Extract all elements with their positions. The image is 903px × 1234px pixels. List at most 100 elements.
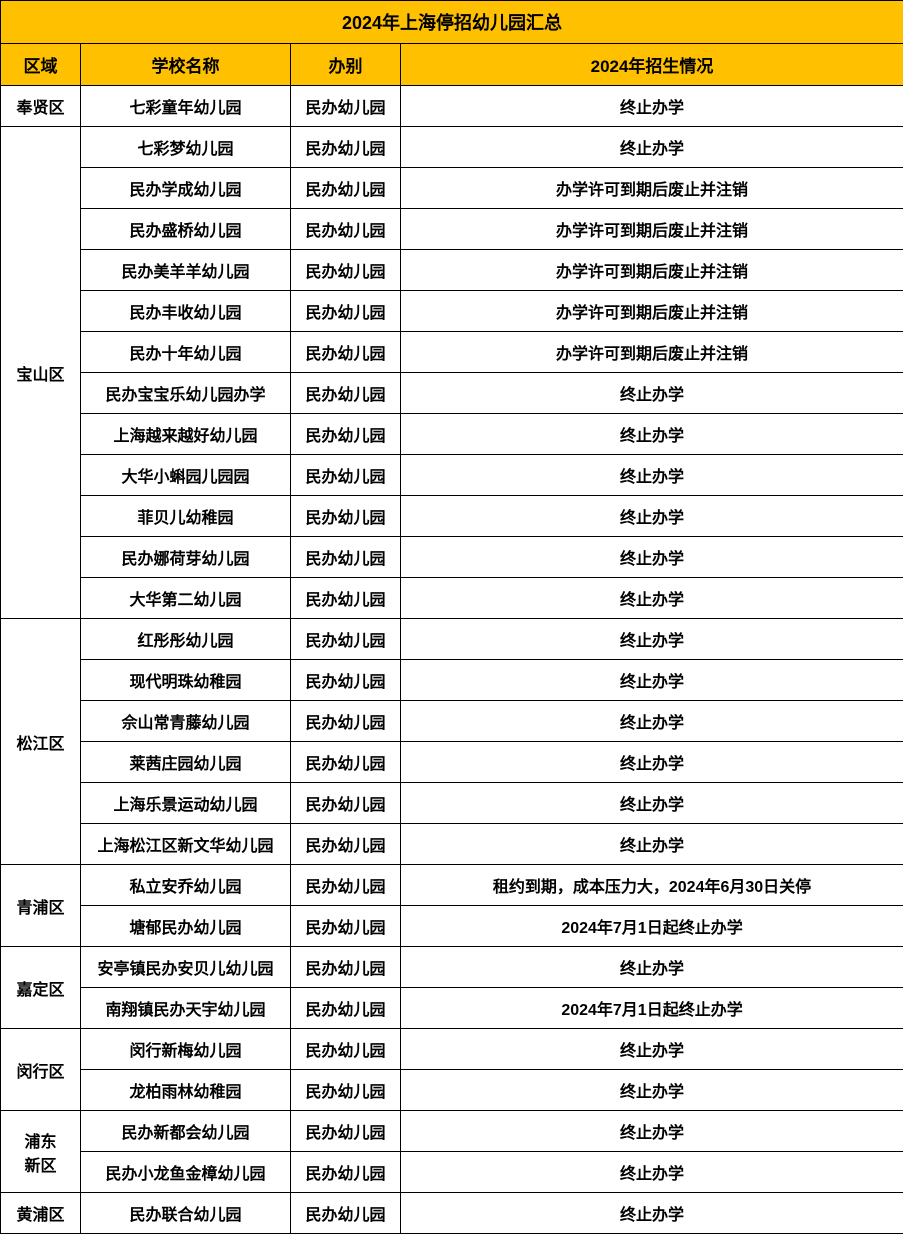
school-name-cell: 南翔镇民办天宇幼儿园	[81, 988, 291, 1029]
table-row: 现代明珠幼稚园民办幼儿园终止办学	[1, 660, 903, 701]
table-row: 民办丰收幼儿园民办幼儿园办学许可到期后废止并注销	[1, 291, 903, 332]
school-name-cell: 塘郁民办幼儿园	[81, 906, 291, 947]
school-name-cell: 七彩梦幼儿园	[81, 127, 291, 168]
table-row: 奉贤区七彩童年幼儿园民办幼儿园终止办学	[1, 86, 903, 127]
region-cell: 黄浦区	[1, 1193, 81, 1234]
region-cell: 宝山区	[1, 127, 81, 619]
school-name-cell: 安亭镇民办安贝儿幼儿园	[81, 947, 291, 988]
school-type-cell: 民办幼儿园	[291, 455, 401, 496]
table-row: 宝山区七彩梦幼儿园民办幼儿园终止办学	[1, 127, 903, 168]
school-type-cell: 民办幼儿园	[291, 742, 401, 783]
school-name-cell: 大华第二幼儿园	[81, 578, 291, 619]
table-row: 民办盛桥幼儿园民办幼儿园办学许可到期后废止并注销	[1, 209, 903, 250]
table-row: 民办美羊羊幼儿园民办幼儿园办学许可到期后废止并注销	[1, 250, 903, 291]
region-cell: 闵行区	[1, 1029, 81, 1111]
school-status-cell: 终止办学	[401, 414, 903, 455]
school-status-cell: 租约到期，成本压力大，2024年6月30日关停	[401, 865, 903, 906]
school-type-cell: 民办幼儿园	[291, 373, 401, 414]
school-status-cell: 终止办学	[401, 701, 903, 742]
region-cell: 青浦区	[1, 865, 81, 947]
school-name-cell: 民办宝宝乐幼儿园办学	[81, 373, 291, 414]
school-status-cell: 终止办学	[401, 742, 903, 783]
table-row: 塘郁民办幼儿园民办幼儿园2024年7月1日起终止办学	[1, 906, 903, 947]
school-status-cell: 办学许可到期后废止并注销	[401, 250, 903, 291]
school-name-cell: 七彩童年幼儿园	[81, 86, 291, 127]
school-status-cell: 办学许可到期后废止并注销	[401, 291, 903, 332]
school-type-cell: 民办幼儿园	[291, 537, 401, 578]
school-name-cell: 上海松江区新文华幼儿园	[81, 824, 291, 865]
school-name-cell: 民办美羊羊幼儿园	[81, 250, 291, 291]
header-region: 区域	[1, 44, 81, 86]
school-status-cell: 终止办学	[401, 578, 903, 619]
school-type-cell: 民办幼儿园	[291, 906, 401, 947]
school-status-cell: 终止办学	[401, 1152, 903, 1193]
school-status-cell: 终止办学	[401, 1029, 903, 1070]
title-row: 2024年上海停招幼儿园汇总	[1, 1, 903, 44]
school-name-cell: 民办学成幼儿园	[81, 168, 291, 209]
school-type-cell: 民办幼儿园	[291, 988, 401, 1029]
table-row: 菲贝儿幼稚园民办幼儿园终止办学	[1, 496, 903, 537]
school-type-cell: 民办幼儿园	[291, 291, 401, 332]
table-row: 上海松江区新文华幼儿园民办幼儿园终止办学	[1, 824, 903, 865]
table-row: 上海越来越好幼儿园民办幼儿园终止办学	[1, 414, 903, 455]
school-status-cell: 终止办学	[401, 373, 903, 414]
table-row: 大华小蝌园儿园园民办幼儿园终止办学	[1, 455, 903, 496]
school-name-cell: 民办十年幼儿园	[81, 332, 291, 373]
school-status-cell: 终止办学	[401, 86, 903, 127]
region-cell: 浦东新区	[1, 1111, 81, 1193]
school-name-cell: 莱茜庄园幼儿园	[81, 742, 291, 783]
table-row: 黄浦区民办联合幼儿园民办幼儿园终止办学	[1, 1193, 903, 1234]
kindergarten-closure-table: 2024年上海停招幼儿园汇总 区域 学校名称 办别 2024年招生情况 奉贤区七…	[0, 0, 903, 1234]
school-status-cell: 终止办学	[401, 660, 903, 701]
school-type-cell: 民办幼儿园	[291, 332, 401, 373]
school-status-cell: 2024年7月1日起终止办学	[401, 906, 903, 947]
school-status-cell: 终止办学	[401, 947, 903, 988]
header-status: 2024年招生情况	[401, 44, 903, 86]
table-row: 民办娜荷芽幼儿园民办幼儿园终止办学	[1, 537, 903, 578]
school-name-cell: 佘山常青藤幼儿园	[81, 701, 291, 742]
school-type-cell: 民办幼儿园	[291, 660, 401, 701]
table-row: 民办十年幼儿园民办幼儿园办学许可到期后废止并注销	[1, 332, 903, 373]
school-name-cell: 民办新都会幼儿园	[81, 1111, 291, 1152]
school-type-cell: 民办幼儿园	[291, 947, 401, 988]
school-name-cell: 民办联合幼儿园	[81, 1193, 291, 1234]
school-name-cell: 菲贝儿幼稚园	[81, 496, 291, 537]
school-status-cell: 终止办学	[401, 619, 903, 660]
school-status-cell: 2024年7月1日起终止办学	[401, 988, 903, 1029]
school-name-cell: 红彤彤幼儿园	[81, 619, 291, 660]
school-status-cell: 终止办学	[401, 1070, 903, 1111]
school-type-cell: 民办幼儿园	[291, 496, 401, 537]
school-type-cell: 民办幼儿园	[291, 824, 401, 865]
school-status-cell: 终止办学	[401, 537, 903, 578]
school-type-cell: 民办幼儿园	[291, 1193, 401, 1234]
table-row: 大华第二幼儿园民办幼儿园终止办学	[1, 578, 903, 619]
header-type: 办别	[291, 44, 401, 86]
school-type-cell: 民办幼儿园	[291, 414, 401, 455]
table-row: 民办小龙鱼金樟幼儿园民办幼儿园终止办学	[1, 1152, 903, 1193]
school-name-cell: 私立安乔幼儿园	[81, 865, 291, 906]
region-cell: 松江区	[1, 619, 81, 865]
header-row: 区域 学校名称 办别 2024年招生情况	[1, 44, 903, 86]
school-name-cell: 闵行新梅幼儿园	[81, 1029, 291, 1070]
header-school: 学校名称	[81, 44, 291, 86]
school-type-cell: 民办幼儿园	[291, 127, 401, 168]
school-status-cell: 终止办学	[401, 1193, 903, 1234]
school-status-cell: 办学许可到期后废止并注销	[401, 332, 903, 373]
table-row: 南翔镇民办天宇幼儿园民办幼儿园2024年7月1日起终止办学	[1, 988, 903, 1029]
school-name-cell: 现代明珠幼稚园	[81, 660, 291, 701]
school-type-cell: 民办幼儿园	[291, 578, 401, 619]
school-name-cell: 大华小蝌园儿园园	[81, 455, 291, 496]
region-cell: 嘉定区	[1, 947, 81, 1029]
school-type-cell: 民办幼儿园	[291, 701, 401, 742]
school-name-cell: 民办盛桥幼儿园	[81, 209, 291, 250]
table-title: 2024年上海停招幼儿园汇总	[1, 1, 903, 44]
table-row: 上海乐景运动幼儿园民办幼儿园终止办学	[1, 783, 903, 824]
table-row: 松江区红彤彤幼儿园民办幼儿园终止办学	[1, 619, 903, 660]
school-type-cell: 民办幼儿园	[291, 209, 401, 250]
school-status-cell: 终止办学	[401, 1111, 903, 1152]
school-status-cell: 终止办学	[401, 496, 903, 537]
school-type-cell: 民办幼儿园	[291, 1029, 401, 1070]
school-status-cell: 终止办学	[401, 455, 903, 496]
school-status-cell: 办学许可到期后废止并注销	[401, 209, 903, 250]
table-row: 莱茜庄园幼儿园民办幼儿园终止办学	[1, 742, 903, 783]
